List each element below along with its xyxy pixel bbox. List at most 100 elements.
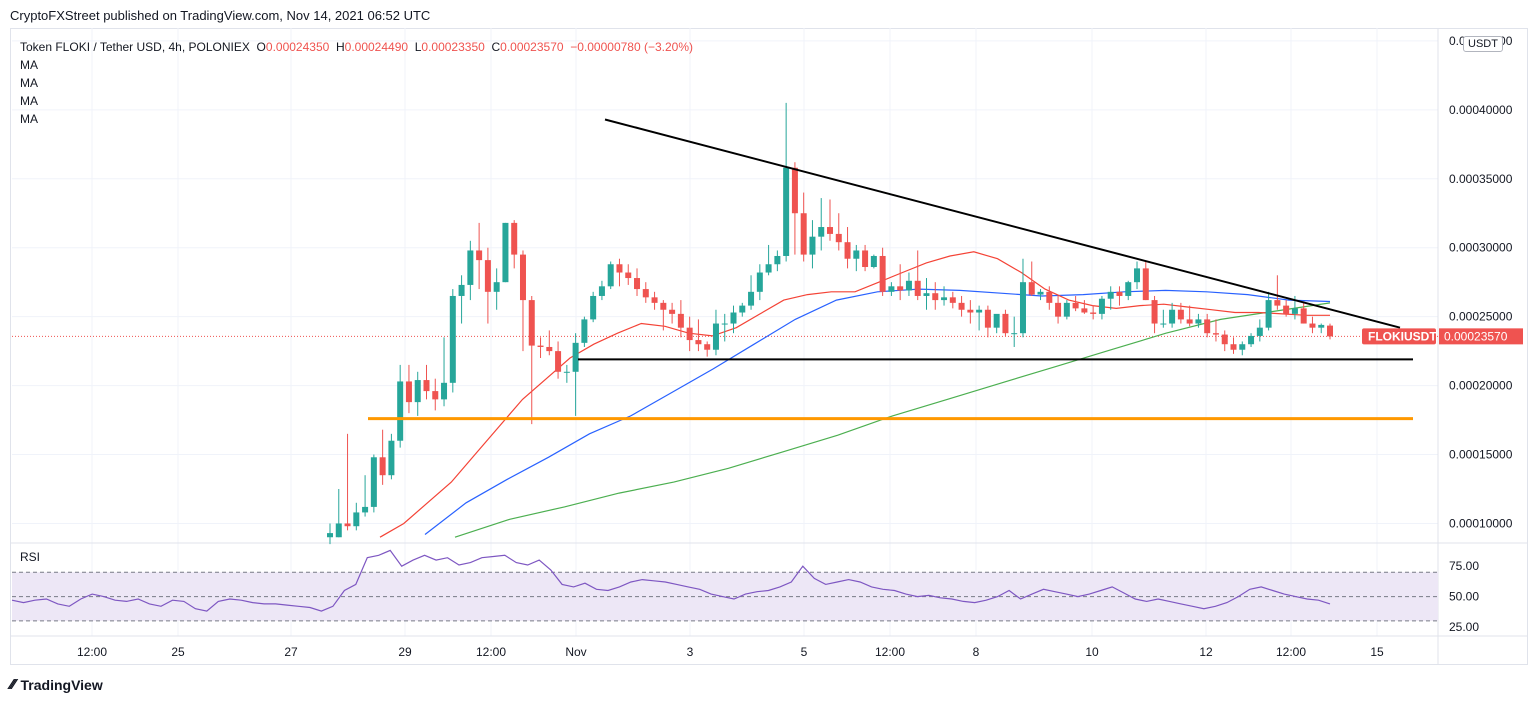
rsi-line — [11, 549, 1331, 612]
candle-body — [581, 319, 588, 343]
candle-body — [563, 371, 570, 373]
ma-legend-3[interactable]: MA — [20, 94, 38, 108]
candle-body — [572, 342, 579, 372]
candle-body — [1265, 300, 1272, 328]
candle-body — [1125, 282, 1132, 296]
candle-body — [651, 297, 658, 303]
time-tick-label: 12:00 — [1276, 645, 1306, 659]
candle-body — [923, 293, 930, 296]
candle-body — [1142, 268, 1149, 301]
currency-badge[interactable]: USDT — [1463, 36, 1503, 52]
candle-body — [1028, 282, 1035, 295]
ma-legend-1[interactable]: MA — [20, 58, 38, 72]
price-tick-label: 0.00010000 — [1449, 516, 1513, 530]
rsi-tick-label: 50.00 — [1449, 590, 1479, 604]
time-tick-label: 29 — [398, 645, 412, 659]
time-tick-label: Nov — [565, 645, 586, 659]
candle-body — [642, 289, 649, 298]
candle-body — [1063, 302, 1070, 317]
candle-body — [1011, 333, 1018, 335]
symbol-tag-bg — [1362, 328, 1436, 345]
candle-body — [598, 286, 605, 296]
candle-body — [1037, 291, 1044, 295]
candle-body — [1134, 268, 1141, 283]
candle-body — [958, 302, 965, 310]
candle-body — [941, 297, 948, 301]
candle-body — [1291, 308, 1298, 314]
candle-body — [537, 345, 544, 347]
candle-body — [1116, 291, 1123, 296]
candle-body — [730, 312, 737, 324]
candle-body — [555, 351, 562, 372]
ma-green-line — [454, 302, 1331, 538]
time-tick-label: 27 — [284, 645, 298, 659]
time-tick-label: 12:00 — [875, 645, 905, 659]
candle-body — [1186, 319, 1193, 324]
candle-body — [1239, 344, 1246, 350]
candle-body — [976, 309, 983, 313]
candle-body — [1151, 300, 1158, 324]
candle-body — [704, 344, 711, 350]
candle-body — [388, 440, 395, 476]
candle-body — [1300, 308, 1307, 324]
candle-body — [519, 254, 526, 301]
candle-body — [677, 313, 684, 328]
price-tick-label: 0.00020000 — [1449, 379, 1513, 393]
candle-body — [984, 309, 991, 328]
symbol-info[interactable]: Token FLOKI / Tether USD, 4h, POLONIEX — [20, 40, 250, 54]
low-value: 0.00023350 — [421, 40, 485, 54]
candle-body — [616, 264, 623, 273]
candle-body — [1072, 302, 1079, 309]
ma-legend-4[interactable]: MA — [20, 112, 38, 126]
candle-body — [712, 323, 719, 350]
time-tick-label: 12 — [1199, 645, 1213, 659]
candle-body — [739, 305, 746, 313]
candle-body — [1090, 312, 1097, 314]
candle-body — [327, 533, 333, 538]
rsi-legend[interactable]: RSI — [20, 550, 41, 564]
candle-body — [397, 381, 404, 441]
candle-body — [432, 391, 439, 400]
tradingview-logo[interactable]: ⁄⁄⁄ TradingView — [10, 676, 103, 693]
candle-body — [967, 309, 974, 313]
candle-body — [625, 272, 632, 279]
candle-body — [484, 260, 491, 292]
candle-body — [423, 380, 430, 392]
candle-body — [634, 278, 641, 290]
price-tick-label: 0.00035000 — [1449, 172, 1513, 186]
ma-blue-line — [424, 288, 1331, 535]
candle-body — [1309, 323, 1316, 328]
price-tick-label: 0.00015000 — [1449, 448, 1513, 462]
candle-body — [335, 523, 342, 538]
candle-body — [993, 313, 1000, 328]
candle-body — [1274, 300, 1281, 306]
candle-body — [467, 250, 474, 285]
change-value: −0.00000780 (−3.20%) — [570, 40, 693, 54]
candle-body — [502, 222, 509, 283]
candle-body — [441, 382, 448, 400]
time-tick-label: 25 — [171, 645, 185, 659]
candle-body — [1046, 291, 1053, 303]
candle-body — [932, 293, 939, 301]
candle-body — [1248, 335, 1255, 345]
candle-body — [791, 167, 798, 214]
candle-body — [1081, 308, 1088, 313]
candle-body — [905, 280, 912, 291]
time-tick-label: 8 — [973, 645, 980, 659]
last-price-tag-bg — [1439, 328, 1523, 345]
candle-body — [458, 284, 465, 296]
candle-body — [1327, 325, 1333, 337]
low-key: L — [414, 40, 422, 54]
candle-body — [607, 264, 614, 287]
candle-body — [888, 286, 895, 292]
candle-body — [660, 302, 667, 310]
candle-body — [370, 457, 377, 507]
high-value: 0.00024490 — [344, 40, 409, 54]
rsi-tick-label: 25.00 — [1449, 620, 1479, 634]
candle-body — [853, 250, 860, 259]
candle-body — [818, 227, 825, 237]
candle-body — [1212, 333, 1219, 335]
candle-body — [362, 506, 369, 513]
ma-legend-2[interactable]: MA — [20, 76, 38, 90]
